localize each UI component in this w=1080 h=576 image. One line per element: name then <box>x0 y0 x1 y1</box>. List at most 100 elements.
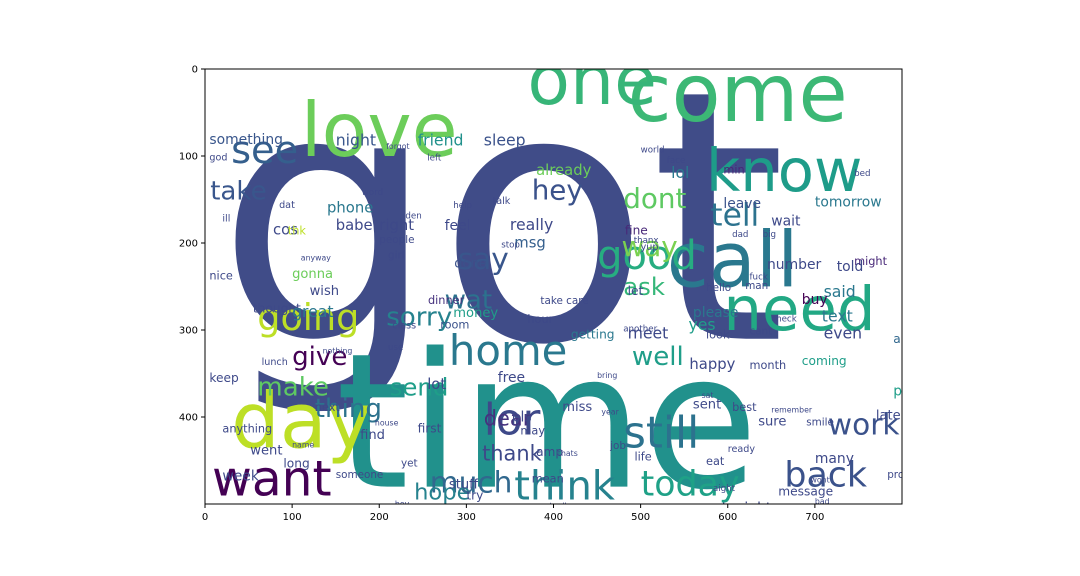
word-word: word <box>362 188 383 198</box>
x-tick-label: 400 <box>544 512 563 523</box>
word-actually: actually <box>540 501 571 510</box>
word-den: den <box>405 212 421 222</box>
word-got: got <box>216 17 786 422</box>
word-hey: hey <box>532 174 583 207</box>
word-thats: thats <box>558 449 578 458</box>
word-year: year <box>601 407 619 416</box>
word-yes: yes <box>689 315 716 334</box>
word-need: need <box>723 274 875 345</box>
x-tick-label: 100 <box>283 512 302 523</box>
word-try: try <box>466 489 483 503</box>
word-better: better <box>824 562 859 575</box>
word-start: start <box>209 510 227 519</box>
word-world: world <box>641 146 665 156</box>
word-still: still <box>623 408 699 458</box>
word-coming: coming <box>802 354 847 368</box>
word-getting: getting <box>571 328 615 342</box>
word-help: help <box>453 201 472 211</box>
word-ill: ill <box>222 213 230 224</box>
x-tick-label: 700 <box>805 512 824 523</box>
word-want: want <box>212 451 332 507</box>
word-aight: aight <box>713 484 736 494</box>
word-look: look <box>706 329 730 342</box>
word-tonight: tonight <box>722 501 772 517</box>
word-well: well <box>632 342 684 372</box>
word-buy: buy <box>802 292 828 308</box>
word-make: make <box>257 372 329 402</box>
word-job: job <box>609 440 626 452</box>
word-sleep: sleep <box>484 131 526 150</box>
word-much: much <box>430 466 513 500</box>
word-morning: morning <box>672 562 719 575</box>
word-name: name <box>292 440 314 449</box>
word-already: already <box>536 162 592 179</box>
word-sent: sent <box>693 397 721 412</box>
word-next: next <box>315 401 341 414</box>
word-said: said <box>824 282 856 301</box>
word-later: later <box>667 523 699 539</box>
word-dinner: dinner <box>428 294 465 307</box>
word-find: find <box>360 428 385 443</box>
word-let-know: let know <box>423 563 468 575</box>
word-really: really <box>510 215 553 234</box>
word-forgot: forgot <box>386 142 409 151</box>
word-bit: bit <box>815 562 830 575</box>
word-take-care: take care <box>540 295 588 307</box>
word-even: even <box>824 324 863 343</box>
word-problem: problem <box>887 469 930 481</box>
word-wish: wish <box>310 284 339 299</box>
y-axis: 0 100 200 300 400 <box>179 65 205 424</box>
word-msg: msg <box>514 234 546 251</box>
word-stop: stop <box>501 240 520 250</box>
word-anything: anything <box>222 423 272 436</box>
y-tick-label: 400 <box>179 413 198 424</box>
word-thank: thank <box>482 442 542 466</box>
word-reply: reply <box>750 559 779 572</box>
word-cos: cos <box>273 221 298 238</box>
word-yet: yet <box>401 458 418 470</box>
word-many: many <box>815 451 854 467</box>
word-good: good <box>597 233 697 279</box>
word-dat: dat <box>279 200 295 211</box>
word-man: man <box>745 280 768 292</box>
word-yeah: yeah <box>331 552 367 569</box>
word-best: best <box>732 401 757 414</box>
word-keep: keep <box>209 371 239 385</box>
word-mean: mean <box>532 472 564 485</box>
word-smile: smile <box>806 417 834 429</box>
word-house: house <box>375 419 399 428</box>
word-pick: pick <box>887 536 915 552</box>
word-today: today <box>641 464 740 504</box>
word-pls: pls <box>512 409 532 425</box>
word-dun: dun <box>466 571 481 576</box>
word-know: know <box>706 136 862 205</box>
word-guy: guy <box>754 540 780 556</box>
word-check: check <box>771 314 796 324</box>
word-say: say <box>458 242 509 276</box>
word-face: face <box>667 156 686 166</box>
word-life: life <box>635 451 652 464</box>
word-fine: fine <box>625 223 648 237</box>
word-lol: lol <box>671 163 689 182</box>
word-work: work <box>828 407 900 441</box>
word-great: great <box>292 302 333 321</box>
word-done: done <box>454 256 487 271</box>
plot-background <box>205 69 902 504</box>
y-tick-label: 300 <box>179 326 198 337</box>
word-plan: plan <box>763 524 789 538</box>
word-will: will <box>828 529 847 542</box>
word-bed: bed <box>854 169 870 179</box>
word-back: back <box>784 456 868 496</box>
word-haha: haha <box>886 556 921 572</box>
word-nice: nice <box>209 270 233 283</box>
word-lar: lar <box>885 525 900 538</box>
word-watching: watching <box>780 528 820 538</box>
word-thanx: thanx <box>634 236 659 246</box>
word-happy: happy <box>689 356 735 373</box>
x-tick-label: 200 <box>370 512 389 523</box>
y-tick-label: 0 <box>192 65 198 76</box>
y-tick-label: 200 <box>179 239 198 250</box>
word-hope: hope <box>414 480 470 506</box>
word-girl: girl <box>388 250 405 262</box>
word-thk: thk <box>288 224 307 237</box>
